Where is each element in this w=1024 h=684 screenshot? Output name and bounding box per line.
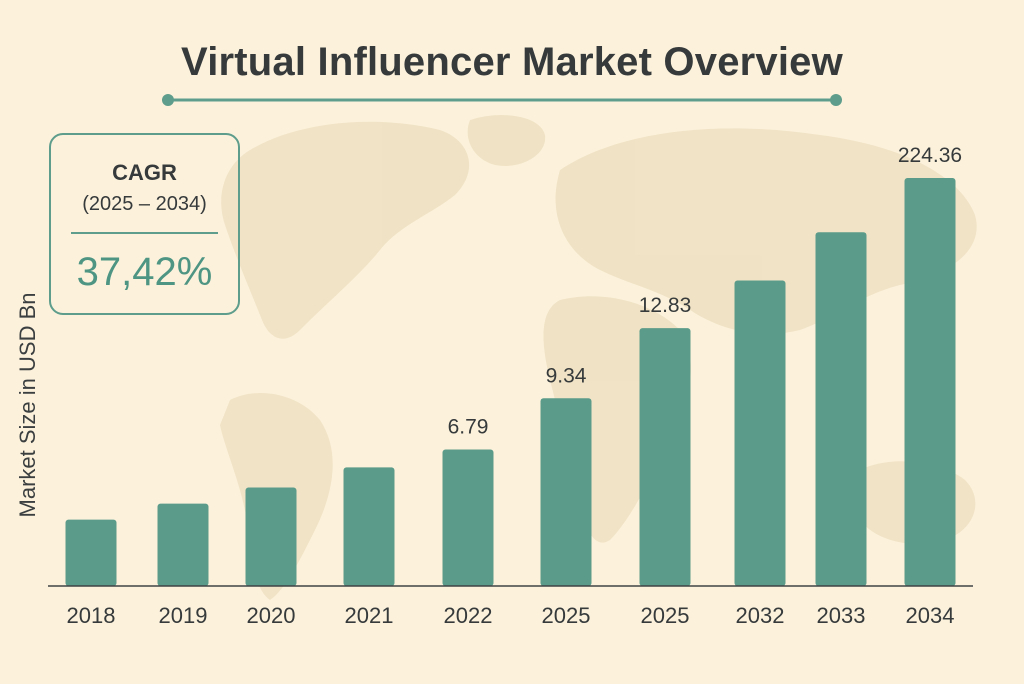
title-divider (162, 94, 842, 106)
x-tick-label: 2021 (345, 603, 394, 628)
x-tick-label: 2020 (247, 603, 296, 628)
cagr-card: CAGR (2025 – 2034) 37,42% (49, 133, 240, 315)
bar-2033-8 (815, 232, 867, 587)
greenland-shape (467, 115, 546, 166)
data-label: 9.34 (546, 364, 587, 387)
data-label: 12.83 (639, 294, 692, 317)
cagr-value: 37,42% (76, 250, 213, 294)
cagr-period: (2025 – 2034) (82, 193, 207, 215)
cagr-label: CAGR (112, 160, 177, 185)
bar-2020-2 (245, 487, 297, 586)
divider-dot-right (830, 94, 842, 106)
data-label: 224.36 (898, 144, 962, 167)
bar-2019-1 (157, 503, 209, 586)
x-tick-label: 2019 (159, 603, 208, 628)
europe-asia-shape (555, 128, 977, 334)
x-tick-label: 2022 (444, 603, 493, 628)
bar-2032-7 (734, 280, 786, 586)
chart-title: Virtual Influencer Market Overview (181, 40, 843, 84)
x-tick-label: 2025 (542, 603, 591, 628)
cagr-divider (71, 232, 218, 234)
x-tick-label: 2018 (67, 603, 116, 628)
north-america-shape (221, 121, 470, 339)
x-tick-label: 2033 (817, 603, 866, 628)
bar-2018-0 (65, 519, 117, 586)
x-tick-label: 2034 (906, 603, 955, 628)
bar-2025-6 (639, 328, 691, 586)
data-label: 6.79 (448, 416, 489, 439)
bar-2034-9 (904, 178, 956, 586)
x-tick-label: 2025 (641, 603, 690, 628)
bar-2022-4 (442, 449, 494, 586)
x-tick-label: 2032 (736, 603, 785, 628)
bar-2025-5 (540, 398, 592, 586)
bar-2021-3 (343, 467, 395, 586)
divider-dot-left (162, 94, 174, 106)
